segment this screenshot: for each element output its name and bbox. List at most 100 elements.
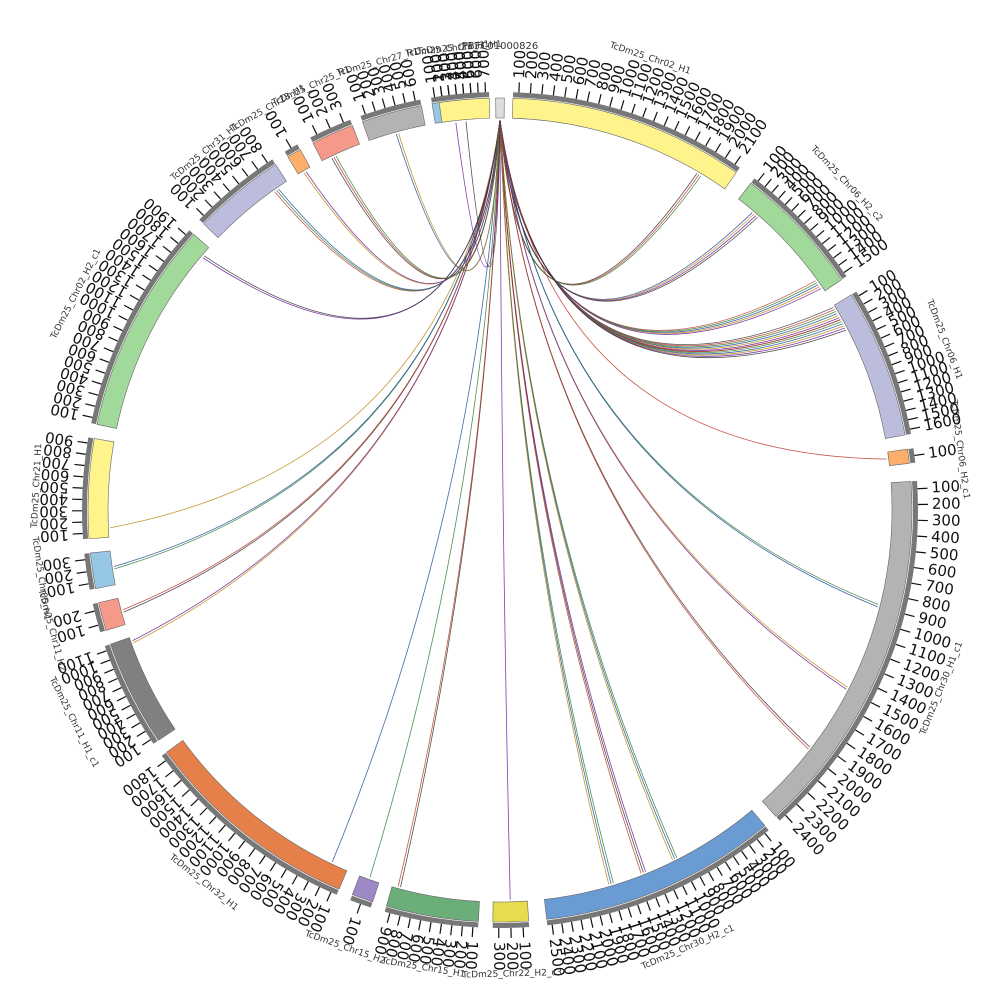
link-ribbon [499, 119, 847, 690]
tick-mark [418, 920, 422, 931]
tick-scale-bar [92, 602, 106, 633]
tick-scale-bar [350, 895, 373, 908]
tick-mark [784, 196, 793, 205]
link-ribbon [278, 119, 501, 291]
tick-mark [72, 532, 83, 535]
link-ribbon [369, 119, 501, 878]
tick-mark [402, 93, 406, 104]
tick-scale-bar [104, 644, 158, 744]
tick-mark [228, 832, 236, 842]
tick-mark [99, 358, 110, 363]
tick-mark [817, 780, 827, 788]
tick-mark [598, 93, 602, 104]
tick-mark [888, 351, 899, 357]
link-ribbon [499, 119, 755, 301]
tick-mark [846, 742, 856, 750]
tick-label: 200 [39, 514, 68, 533]
tick-mark [663, 116, 669, 126]
tick-mark [251, 160, 259, 170]
tick-mark [590, 917, 594, 928]
tick-mark [637, 904, 642, 915]
tick-mark [241, 168, 249, 177]
tick-mark [570, 921, 574, 932]
tick-mark [716, 866, 723, 877]
tick-mark [541, 84, 544, 95]
segment-band [287, 149, 311, 175]
tick-mark [715, 143, 722, 153]
tick-mark [280, 868, 287, 879]
tick-mark [108, 677, 118, 684]
tick-mark [904, 613, 915, 618]
tick-mark [564, 87, 567, 98]
segment-band [887, 448, 910, 466]
tick-scale-bar [82, 437, 94, 540]
tick-label: 400 [546, 52, 568, 83]
tick-mark [757, 172, 765, 182]
tick-label: 300 [932, 511, 961, 530]
tick-mark [76, 571, 87, 574]
tick-mark [682, 885, 688, 896]
tick-mark [810, 223, 819, 231]
tick-mark [880, 333, 891, 339]
tick-mark [88, 624, 99, 629]
tick-mark [454, 84, 457, 95]
tick-label: 200 [503, 942, 522, 971]
tick-mark [575, 89, 579, 100]
tick-label: 600 [466, 50, 485, 80]
tick-mark [690, 881, 697, 891]
tick-mark [646, 901, 651, 911]
tick-mark [900, 388, 911, 393]
tick-mark [325, 118, 331, 129]
tick-mark [439, 923, 443, 934]
tick-mark [199, 807, 208, 816]
tick-mark [653, 111, 658, 122]
tick-mark [877, 687, 888, 694]
tick-label: 200 [43, 565, 74, 587]
tick-mark [891, 360, 902, 366]
tick-mark [142, 739, 152, 746]
segment-band [761, 480, 913, 817]
tick-mark [756, 839, 764, 848]
link-ribbon [499, 119, 757, 301]
tick-label: 600 [404, 933, 427, 965]
tick-label: 200 [522, 50, 542, 80]
tick-mark [157, 760, 166, 768]
link-ribbon [203, 119, 501, 319]
tick-mark [208, 816, 217, 825]
link-ribbon [499, 119, 610, 885]
tick-mark [816, 229, 825, 238]
tick-mark [764, 832, 772, 842]
tick-mark [529, 83, 532, 94]
tick-mark [173, 779, 182, 788]
tick-mark [213, 191, 222, 200]
tick-mark [620, 100, 625, 111]
tick-mark [764, 178, 772, 188]
tick-mark [142, 274, 152, 281]
tick-mark [522, 927, 525, 938]
tick-label: 500 [450, 50, 470, 80]
tick-mark [148, 264, 158, 272]
tick-mark [121, 704, 131, 711]
tick-mark [897, 379, 908, 384]
tick-mark [876, 324, 887, 330]
tick-label: 600 [458, 50, 478, 80]
tick-mark [412, 90, 416, 101]
tick-mark [460, 926, 463, 937]
segment-band [495, 97, 505, 119]
tick-scale-bar [284, 144, 300, 156]
tick-mark [103, 347, 114, 353]
tick-label: 500 [929, 544, 959, 565]
tick-mark [407, 918, 411, 929]
link-ribbon [122, 119, 501, 611]
tick-label: 400 [427, 937, 449, 968]
tick-mark [129, 294, 139, 301]
tick-mark [131, 722, 141, 729]
tick-mark [113, 325, 123, 332]
segment-band [362, 105, 426, 141]
tick-mark [314, 886, 321, 897]
tick-label: 500 [39, 477, 69, 496]
tick-label: 300 [39, 502, 68, 520]
